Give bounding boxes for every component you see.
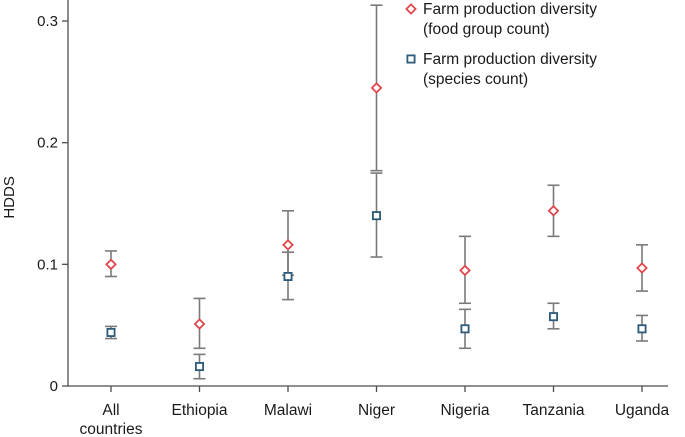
x-tick-label-line2: countries	[80, 421, 143, 437]
y-tick-label: 0.2	[37, 135, 58, 152]
data-point-food-group	[459, 264, 471, 277]
legend-label: (food group count)	[423, 21, 550, 38]
x-tick-label: Nigeria	[440, 402, 489, 419]
y-axis-title: HDDS	[1, 176, 18, 219]
legend-label: (species count)	[423, 71, 528, 88]
data-point-species	[106, 327, 116, 337]
data-point-food-group	[105, 258, 117, 271]
legend-marker	[405, 3, 417, 15]
data-point-species	[283, 271, 293, 281]
data-point-food-group	[282, 238, 294, 251]
x-tick-label: Ethiopia	[171, 402, 227, 419]
data-point-food-group	[193, 318, 206, 330]
data-point-species	[549, 312, 559, 322]
data-point-food-group	[370, 82, 383, 94]
legend-label: Farm production diversity	[423, 51, 597, 68]
legend: Farm production diversity (food group cou…	[405, 1, 597, 88]
data-marks	[105, 4, 648, 380]
y-tick-label: 0.1	[37, 256, 58, 273]
y-tick-label: 0.3	[37, 13, 58, 30]
data-point-species	[194, 362, 204, 372]
x-tick-label: Niger	[358, 402, 395, 419]
x-tick-label: Malawi	[264, 402, 312, 419]
x-tick-label: Tanzania	[522, 402, 584, 419]
axes: 0 0.1 0.2 0.3 HDDS All countries Ethiopia Malawi…	[1, 0, 670, 437]
x-tick-label: Uganda	[615, 402, 670, 419]
legend-marker	[406, 54, 416, 64]
x-tick-label: All	[102, 402, 119, 419]
legend-label: Farm production diversity	[423, 1, 597, 18]
data-point-species	[460, 324, 470, 334]
data-point-species	[637, 324, 647, 334]
data-point-species	[371, 211, 381, 221]
data-point-food-group	[636, 262, 648, 274]
data-point-food-group	[547, 204, 560, 217]
y-tick-label: 0	[50, 378, 58, 395]
